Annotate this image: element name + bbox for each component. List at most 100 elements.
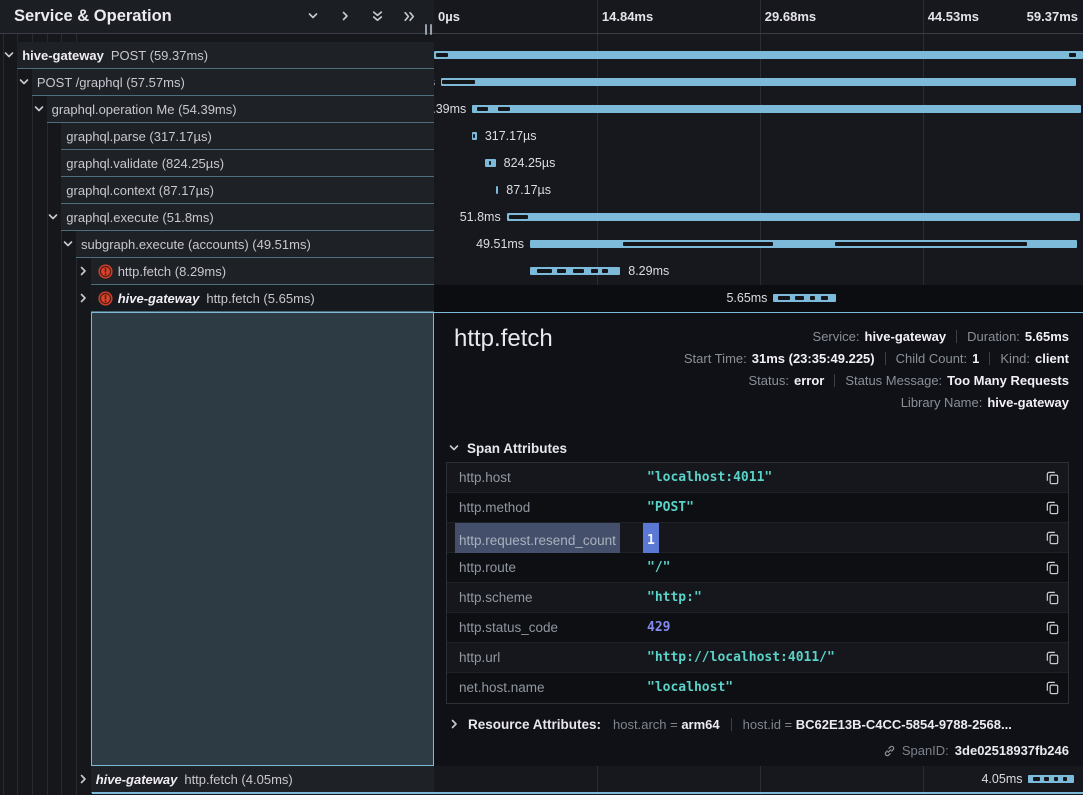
timeline-bar-row[interactable]: 4.05ms bbox=[434, 766, 1083, 793]
span-tree-row[interactable]: graphql.operation Me (54.39ms) bbox=[0, 96, 434, 123]
child-span-marker bbox=[442, 80, 476, 84]
span-label: graphql.parse (317.17µs) bbox=[66, 123, 212, 150]
attribute-row[interactable]: net.host.name "localhost" bbox=[447, 673, 1068, 703]
copy-icon bbox=[1045, 651, 1060, 668]
panel-resize-handle[interactable] bbox=[425, 24, 432, 35]
attribute-row[interactable]: http.request.resend_count 1 bbox=[447, 523, 1068, 559]
chevron-down-icon[interactable] bbox=[47, 211, 59, 223]
span-duration-bar[interactable] bbox=[472, 105, 1082, 113]
span-attributes-header[interactable]: Span Attributes bbox=[448, 441, 567, 456]
span-duration-bar[interactable] bbox=[472, 132, 477, 140]
copy-button[interactable] bbox=[1044, 530, 1060, 546]
copy-button[interactable] bbox=[1044, 650, 1060, 666]
double-chevron-right-icon[interactable] bbox=[403, 10, 416, 23]
span-detail-title: http.fetch bbox=[454, 325, 553, 352]
copy-button[interactable] bbox=[1044, 590, 1060, 606]
copy-button[interactable] bbox=[1044, 680, 1060, 696]
span-tree-row[interactable]: hive-gateway http.fetch (4.05ms) bbox=[0, 766, 434, 793]
span-label: graphql.operation Me (54.39ms) bbox=[52, 96, 237, 123]
timeline-bar-row[interactable]: 824.25µs bbox=[434, 150, 1083, 177]
span-duration-bar[interactable] bbox=[530, 240, 1078, 248]
copy-button[interactable] bbox=[1044, 560, 1060, 576]
chevron-right-icon[interactable] bbox=[77, 292, 89, 304]
span-duration-bar[interactable] bbox=[441, 78, 1077, 86]
chevron-right-icon[interactable] bbox=[77, 265, 89, 277]
timeline-bar-row[interactable]: 51.8ms bbox=[434, 204, 1083, 231]
chevron-down-icon[interactable] bbox=[18, 76, 30, 88]
span-duration-bar[interactable] bbox=[1028, 775, 1074, 783]
span-duration-bar[interactable] bbox=[434, 51, 1083, 59]
span-label: graphql.context (87.17µs) bbox=[66, 177, 214, 204]
operation-name: POST (59.37ms) bbox=[110, 48, 209, 63]
chevron-right-icon[interactable] bbox=[77, 773, 89, 785]
attribute-value: "/" bbox=[647, 560, 671, 575]
attribute-row[interactable]: http.url "http://localhost:4011/" bbox=[447, 643, 1068, 673]
span-id-label: SpanID: bbox=[901, 743, 949, 758]
span-tree-row[interactable]: graphql.validate (824.25µs) bbox=[0, 150, 434, 177]
span-duration-bar[interactable] bbox=[495, 186, 499, 194]
tree-row-background bbox=[90, 285, 434, 312]
attribute-value: "POST" bbox=[647, 500, 694, 515]
span-tree-row[interactable]: hive-gateway http.fetch (5.65ms) bbox=[0, 285, 434, 312]
timeline-bar-row[interactable]: 87.17µs bbox=[434, 177, 1083, 204]
attribute-row[interactable]: http.route "/" bbox=[447, 553, 1068, 583]
meta-value: 5.65ms bbox=[1024, 329, 1069, 344]
span-tree-row[interactable]: graphql.context (87.17µs) bbox=[0, 177, 434, 204]
tree-row-background bbox=[61, 150, 434, 177]
child-span-marker bbox=[1053, 777, 1059, 781]
chevron-down-icon[interactable] bbox=[307, 10, 320, 23]
copy-button[interactable] bbox=[1044, 470, 1060, 486]
span-duration-bar[interactable] bbox=[506, 213, 1081, 221]
chevron-down-icon[interactable] bbox=[33, 103, 45, 115]
span-tree-row[interactable]: http.fetch (8.29ms) bbox=[0, 258, 434, 285]
double-chevron-down-icon[interactable] bbox=[371, 10, 384, 23]
timeline-bar-row[interactable]: 8.29ms bbox=[434, 258, 1083, 285]
bar-duration-label: 51.8ms bbox=[459, 210, 501, 224]
span-tree-row[interactable]: graphql.execute (51.8ms) bbox=[0, 204, 434, 231]
child-span-marker bbox=[809, 296, 815, 300]
span-label: graphql.execute (51.8ms) bbox=[66, 204, 213, 231]
span-duration-bar[interactable] bbox=[773, 294, 837, 302]
resource-attributes-row[interactable]: Resource Attributes: host.arch = arm64 ho… bbox=[448, 717, 1012, 732]
attribute-row[interactable]: http.status_code 429 bbox=[447, 613, 1068, 643]
copy-button[interactable] bbox=[1044, 500, 1060, 516]
attribute-row[interactable]: http.host "localhost:4011" bbox=[447, 463, 1068, 493]
attribute-row[interactable]: http.method "POST" bbox=[447, 493, 1068, 523]
span-tree-row[interactable]: graphql.parse (317.17µs) bbox=[0, 123, 434, 150]
span-tree-panel: Service & Operation hive-gateway POST (59… bbox=[0, 0, 434, 795]
tree-row-background bbox=[61, 177, 434, 204]
span-tree-row[interactable]: POST /graphql (57.57ms) bbox=[0, 69, 434, 96]
timeline-tick-label: 0µs bbox=[438, 9, 460, 24]
span-tree-row[interactable]: hive-gateway POST (59.37ms) bbox=[0, 42, 434, 69]
timeline-bar-row[interactable]: 57.57ms bbox=[434, 69, 1083, 96]
chevron-down-icon[interactable] bbox=[3, 49, 15, 61]
child-span-marker bbox=[473, 134, 475, 138]
copy-button[interactable] bbox=[1044, 620, 1060, 636]
attribute-row[interactable]: http.scheme "http:" bbox=[447, 583, 1068, 613]
chevron-right-icon[interactable] bbox=[339, 10, 352, 23]
attribute-key: http.status_code bbox=[459, 620, 559, 635]
detail-meta-line: Library Name: hive-gateway bbox=[684, 392, 1069, 414]
resource-value: BC62E13B-C4CC-5854-9788-2568... bbox=[795, 717, 1012, 732]
chevron-down-icon[interactable] bbox=[62, 238, 74, 250]
bar-duration-label: 317.17µs bbox=[484, 129, 537, 143]
timeline-bar-row[interactable]: 54.39ms bbox=[434, 96, 1083, 123]
attribute-key: http.host bbox=[459, 470, 511, 485]
span-duration-bar[interactable] bbox=[485, 159, 496, 167]
chevron-down-icon bbox=[448, 442, 461, 455]
attribute-value: "http://localhost:4011/" bbox=[647, 650, 835, 665]
meta-value: hive-gateway bbox=[987, 395, 1069, 410]
resource-value: arm64 bbox=[681, 717, 720, 732]
timeline-bar-row[interactable]: 5.65ms bbox=[434, 285, 1083, 312]
span-tree-row[interactable]: subgraph.execute (accounts) (49.51ms) bbox=[0, 231, 434, 258]
meta-label: Start Time: bbox=[683, 351, 747, 366]
indent-guide bbox=[17, 34, 19, 795]
span-duration-bar[interactable] bbox=[530, 267, 621, 275]
resource-key: host.arch = bbox=[613, 717, 682, 732]
link-icon[interactable] bbox=[883, 744, 896, 757]
timeline-bar-row[interactable]: 317.17µs bbox=[434, 123, 1083, 150]
child-span-marker bbox=[821, 296, 828, 300]
timeline-bar-row[interactable]: 49.51ms bbox=[434, 231, 1083, 258]
attribute-value: "localhost:4011" bbox=[647, 470, 773, 485]
timeline-bar-row[interactable]: 59.37ms bbox=[434, 42, 1083, 69]
